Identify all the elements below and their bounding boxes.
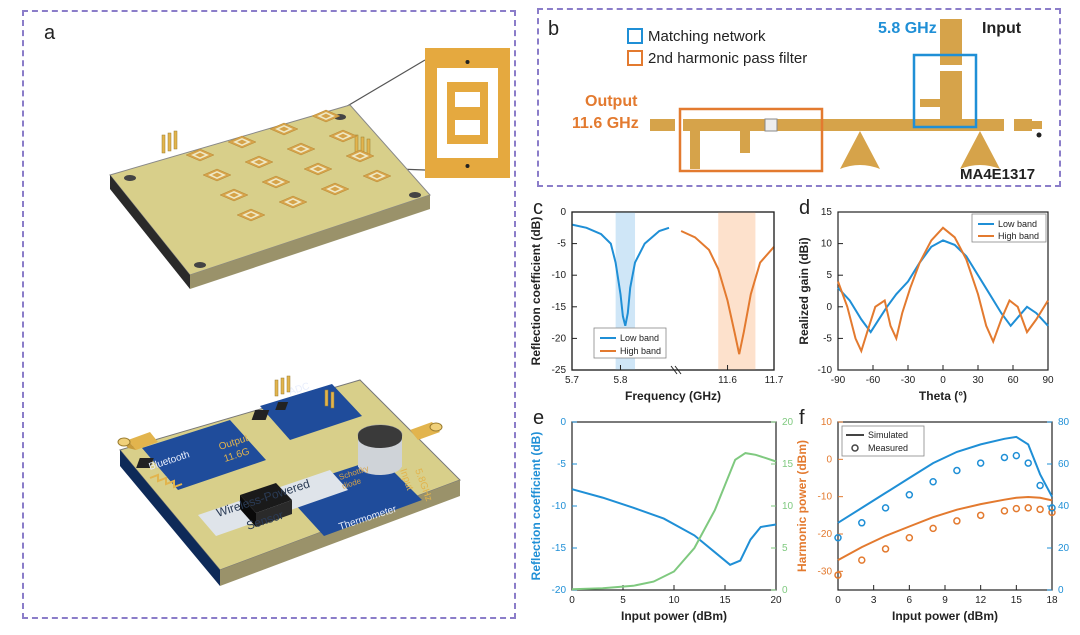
- svg-text:MA4E1317: MA4E1317: [960, 166, 1035, 181]
- svg-text:High band: High band: [998, 231, 1039, 241]
- svg-text:5: 5: [782, 543, 788, 554]
- svg-text:Matching network: Matching network: [648, 28, 766, 45]
- svg-text:-5: -5: [557, 459, 566, 470]
- svg-text:2nd harmonic pass filter: 2nd harmonic pass filter: [648, 50, 807, 67]
- svg-text:40: 40: [1058, 501, 1070, 512]
- svg-text:Frequency (GHz): Frequency (GHz): [625, 389, 721, 403]
- svg-text:15: 15: [821, 207, 833, 218]
- svg-text:Low band: Low band: [998, 219, 1037, 229]
- svg-text:-10: -10: [552, 501, 567, 512]
- svg-text:5: 5: [620, 595, 626, 606]
- panel-a-art: Bluetooth ADC Output 11.6G Input 5.8GHz …: [30, 20, 510, 610]
- svg-text:Harmonic power (dBm): Harmonic power (dBm): [795, 440, 809, 572]
- svg-text:-15: -15: [552, 302, 567, 313]
- svg-text:5.7: 5.7: [565, 375, 579, 386]
- svg-text:11.7: 11.7: [765, 375, 784, 386]
- svg-text:10: 10: [821, 239, 833, 250]
- svg-text:-5: -5: [557, 239, 566, 250]
- svg-text:Input power (dBm): Input power (dBm): [621, 609, 727, 623]
- svg-text:0: 0: [835, 595, 841, 606]
- svg-text:Input: Input: [982, 20, 1022, 37]
- panel-b-art: Matching network 2nd harmonic pass filte…: [540, 11, 1055, 181]
- svg-text:11.6 GHz: 11.6 GHz: [572, 115, 639, 132]
- svg-text:80: 80: [1058, 417, 1070, 428]
- svg-text:0: 0: [1058, 585, 1064, 596]
- svg-text:15: 15: [1011, 595, 1023, 606]
- svg-text:18: 18: [1046, 595, 1058, 606]
- svg-text:5.8 GHz: 5.8 GHz: [878, 20, 937, 37]
- svg-text:-10: -10: [818, 492, 833, 503]
- svg-text:High band: High band: [620, 346, 661, 356]
- svg-text:-90: -90: [831, 375, 846, 386]
- svg-text:-30: -30: [901, 375, 916, 386]
- svg-text:-20: -20: [552, 333, 567, 344]
- svg-text:12: 12: [975, 595, 987, 606]
- svg-text:-10: -10: [552, 270, 567, 281]
- svg-text:Low band: Low band: [620, 333, 659, 343]
- svg-text:11.6: 11.6: [718, 375, 737, 386]
- svg-text:0: 0: [560, 207, 566, 218]
- svg-text:-20: -20: [552, 585, 567, 596]
- svg-text:-30: -30: [818, 566, 833, 577]
- svg-text:Measured: Measured: [868, 443, 908, 453]
- svg-text:3: 3: [871, 595, 877, 606]
- svg-text:0: 0: [569, 595, 575, 606]
- svg-text:0: 0: [560, 417, 566, 428]
- svg-text:-60: -60: [866, 375, 881, 386]
- svg-text:10: 10: [821, 417, 833, 428]
- svg-text:0: 0: [826, 454, 832, 465]
- svg-text:60: 60: [1058, 459, 1070, 470]
- svg-text:0: 0: [826, 302, 832, 313]
- svg-text:60: 60: [1007, 375, 1019, 386]
- svg-text:Output: Output: [585, 93, 638, 110]
- svg-text:-5: -5: [823, 333, 832, 344]
- svg-text:90: 90: [1042, 375, 1054, 386]
- svg-text:-10: -10: [818, 365, 833, 376]
- svg-text:-20: -20: [818, 529, 833, 540]
- svg-text:15: 15: [719, 595, 731, 606]
- svg-text:5.8: 5.8: [614, 375, 628, 386]
- svg-text:5: 5: [826, 270, 832, 281]
- svg-text:10: 10: [668, 595, 680, 606]
- svg-text:30: 30: [972, 375, 984, 386]
- svg-text:Input power (dBm): Input power (dBm): [892, 609, 998, 623]
- svg-text:0: 0: [940, 375, 946, 386]
- svg-text:20: 20: [770, 595, 782, 606]
- svg-text:Reflection coefficient (dB): Reflection coefficient (dB): [529, 217, 543, 366]
- svg-text:Reflection coefficient (dB): Reflection coefficient (dB): [529, 432, 543, 581]
- svg-text:Realized gain (dBi): Realized gain (dBi): [797, 237, 811, 344]
- svg-text:Simulated: Simulated: [868, 430, 908, 440]
- svg-text:-15: -15: [552, 543, 567, 554]
- svg-text:9: 9: [942, 595, 948, 606]
- svg-text:0: 0: [782, 585, 788, 596]
- svg-text:Theta (°): Theta (°): [919, 389, 967, 403]
- svg-text:20: 20: [1058, 543, 1070, 554]
- svg-text:6: 6: [907, 595, 913, 606]
